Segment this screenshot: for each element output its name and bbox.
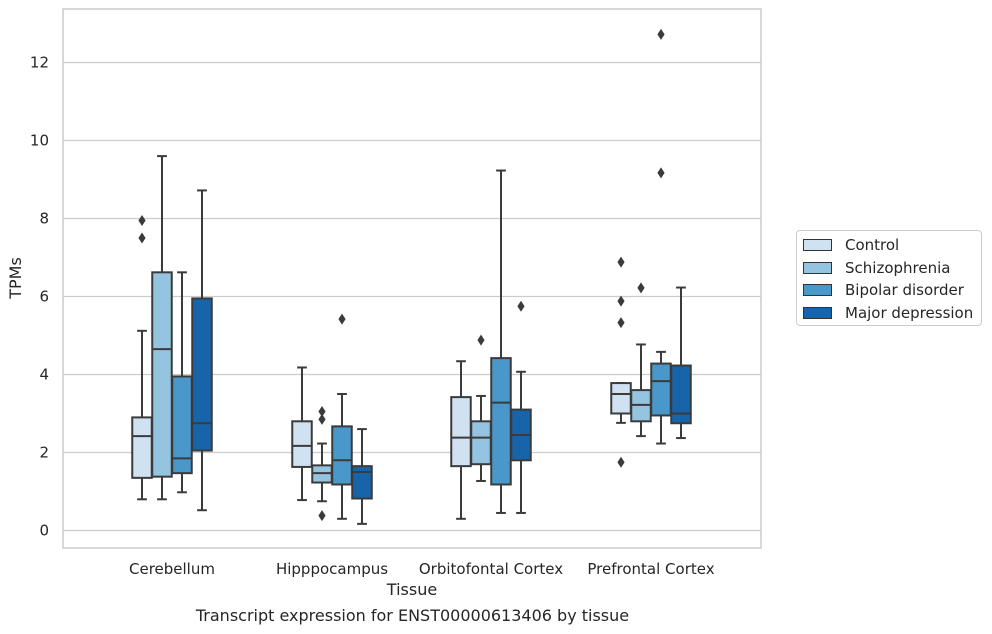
legend-swatch xyxy=(803,284,832,297)
box-iqr xyxy=(490,357,512,486)
y-tick-labels: 0 2 4 6 8 10 12 xyxy=(30,54,49,540)
box-schizophrenia xyxy=(470,334,492,482)
box-bipolar-disorder xyxy=(490,169,512,514)
outlier-point xyxy=(318,406,326,418)
outlier-point xyxy=(318,510,326,522)
box-major-depression xyxy=(510,300,532,514)
outlier-point xyxy=(617,295,625,307)
x-tick-label: Orbitofontal Cortex xyxy=(419,560,563,578)
outlier-point xyxy=(637,282,645,294)
box-major-depression xyxy=(351,428,373,525)
legend-item: Major depression xyxy=(803,302,981,325)
outlier-point xyxy=(338,313,346,325)
x-axis-title: Tissue xyxy=(386,580,437,599)
y-tick-label: 2 xyxy=(39,444,49,462)
outlier-point xyxy=(517,300,525,312)
box-control xyxy=(610,256,632,468)
box-iqr xyxy=(291,420,313,468)
box-bipolar-disorder xyxy=(331,313,353,520)
box-control xyxy=(131,214,153,501)
y-tick-label: 12 xyxy=(30,54,49,72)
y-tick-label: 4 xyxy=(39,366,49,384)
y-tick-label: 6 xyxy=(39,288,49,306)
legend-label: Major depression xyxy=(845,303,974,322)
y-tick-label: 10 xyxy=(30,132,49,150)
legend: Control Schizophrenia Bipolar disorder Majo… xyxy=(796,230,982,326)
outlier-point xyxy=(138,214,146,226)
boxes xyxy=(131,28,692,525)
box-iqr xyxy=(191,297,213,452)
box-major-depression xyxy=(670,286,692,440)
box-iqr xyxy=(151,271,173,478)
legend-swatch xyxy=(803,239,832,252)
legend-item: Bipolar disorder xyxy=(803,279,981,302)
box-iqr xyxy=(650,362,672,417)
outlier-point xyxy=(617,456,625,468)
y-tick-label: 0 xyxy=(39,522,49,540)
box-control xyxy=(450,360,472,520)
box-major-depression xyxy=(191,189,213,512)
outlier-point xyxy=(318,413,326,425)
box-iqr xyxy=(331,425,353,486)
box-schizophrenia xyxy=(151,155,173,501)
outlier-point xyxy=(477,334,485,346)
legend-label: Schizophrenia xyxy=(845,258,951,277)
outlier-point xyxy=(657,28,665,40)
legend-item: Control xyxy=(803,234,981,257)
legend-swatch xyxy=(803,306,832,319)
box-iqr xyxy=(610,382,632,415)
box-iqr xyxy=(351,465,373,500)
legend-swatch xyxy=(803,261,832,274)
x-tick-label: Prefrontal Cortex xyxy=(587,560,714,578)
box-bipolar-disorder xyxy=(650,28,672,445)
legend-item: Schizophrenia xyxy=(803,257,981,280)
x-tick-label: Hipppocampus xyxy=(276,560,388,578)
box-iqr xyxy=(450,396,472,468)
x-tick-label: Cerebellum xyxy=(129,560,215,578)
legend-label: Bipolar disorder xyxy=(845,281,964,300)
outlier-point xyxy=(617,317,625,329)
box-control xyxy=(291,366,313,502)
box-bipolar-disorder xyxy=(171,271,193,494)
plot-frame xyxy=(62,8,762,549)
y-axis-title: TPMs xyxy=(6,257,25,300)
outlier-point xyxy=(657,167,665,179)
legend-label: Control xyxy=(845,236,900,255)
x-tick-labels: Cerebellum Hipppocampus Orbitofontal Corte… xyxy=(129,560,715,578)
outlier-point xyxy=(138,232,146,244)
box-schizophrenia xyxy=(630,282,652,438)
box-schizophrenia xyxy=(311,406,333,522)
box-iqr xyxy=(131,416,153,479)
box-iqr xyxy=(670,364,692,425)
y-tick-label: 8 xyxy=(39,210,49,228)
figure-caption: Transcript expression for ENST0000061340… xyxy=(195,606,630,625)
outlier-point xyxy=(617,256,625,268)
box-iqr xyxy=(470,420,492,466)
